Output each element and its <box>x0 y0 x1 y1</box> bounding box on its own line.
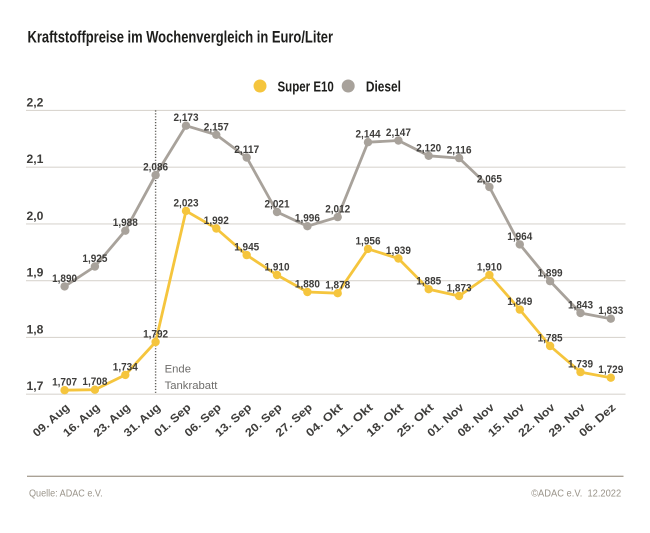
svg-text:2,0: 2,0 <box>27 209 44 223</box>
svg-text:1,964: 1,964 <box>507 231 533 243</box>
svg-text:2,021: 2,021 <box>265 199 290 211</box>
svg-text:1,880: 1,880 <box>295 279 320 291</box>
svg-text:1,785: 1,785 <box>538 333 563 345</box>
svg-text:1,734: 1,734 <box>113 361 139 373</box>
svg-text:1,939: 1,939 <box>386 245 411 257</box>
svg-text:1,7: 1,7 <box>27 379 44 393</box>
svg-text:1,707: 1,707 <box>52 377 77 389</box>
svg-text:1,910: 1,910 <box>265 262 290 274</box>
svg-text:2,120: 2,120 <box>416 142 441 154</box>
svg-text:©ADAC e.V. 12.2022: ©ADAC e.V. 12.2022 <box>531 489 621 500</box>
svg-text:2,116: 2,116 <box>447 145 472 157</box>
svg-text:1,925: 1,925 <box>82 253 107 265</box>
svg-text:1,729: 1,729 <box>598 364 623 376</box>
svg-text:2,157: 2,157 <box>204 121 229 133</box>
svg-text:Ende: Ende <box>165 363 191 375</box>
svg-text:1,833: 1,833 <box>598 305 623 317</box>
svg-text:1,992: 1,992 <box>204 215 229 227</box>
svg-text:1,899: 1,899 <box>538 268 563 280</box>
svg-text:Kraftstoffpreise im Wochenverg: Kraftstoffpreise im Wochenvergleich in E… <box>28 29 334 47</box>
svg-text:2,012: 2,012 <box>325 204 350 216</box>
svg-text:1,708: 1,708 <box>82 376 107 388</box>
svg-text:2,2: 2,2 <box>27 95 44 109</box>
svg-text:1,945: 1,945 <box>234 242 259 254</box>
svg-text:1,885: 1,885 <box>416 276 441 288</box>
svg-text:Tankrabatt: Tankrabatt <box>165 380 219 392</box>
svg-text:2,173: 2,173 <box>174 112 199 124</box>
svg-text:1,739: 1,739 <box>568 359 593 371</box>
svg-text:2,117: 2,117 <box>234 144 259 156</box>
svg-text:2,1: 2,1 <box>27 152 44 166</box>
svg-text:2,023: 2,023 <box>174 197 199 209</box>
svg-text:1,8: 1,8 <box>27 322 44 336</box>
svg-text:2,065: 2,065 <box>477 174 502 186</box>
svg-text:1,988: 1,988 <box>113 217 138 229</box>
svg-text:2,144: 2,144 <box>356 129 382 141</box>
svg-text:1,956: 1,956 <box>356 235 381 247</box>
svg-text:1,890: 1,890 <box>52 273 77 285</box>
svg-text:1,9: 1,9 <box>27 266 44 280</box>
svg-text:Super E10: Super E10 <box>278 80 334 96</box>
svg-text:1,792: 1,792 <box>143 329 168 341</box>
svg-text:2,086: 2,086 <box>143 162 168 174</box>
svg-text:Quelle: ADAC e.V.: Quelle: ADAC e.V. <box>29 489 103 500</box>
svg-text:Diesel: Diesel <box>366 80 401 96</box>
svg-text:1,996: 1,996 <box>295 213 320 225</box>
svg-text:1,849: 1,849 <box>507 296 532 308</box>
svg-text:1,910: 1,910 <box>477 262 502 274</box>
svg-text:1,843: 1,843 <box>568 300 593 312</box>
svg-text:1,873: 1,873 <box>447 283 472 295</box>
svg-text:1,878: 1,878 <box>325 280 350 292</box>
svg-text:2,147: 2,147 <box>386 127 411 139</box>
